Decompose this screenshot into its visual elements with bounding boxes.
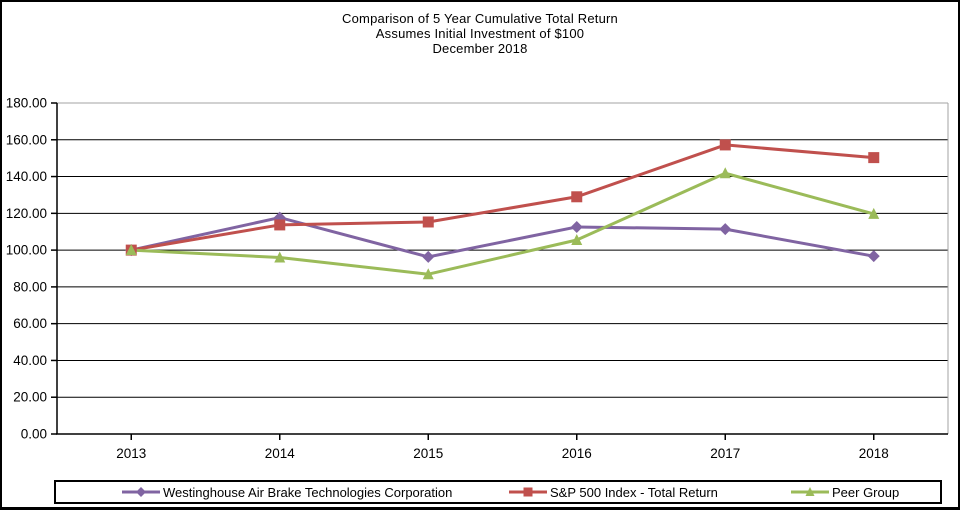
legend-label: Westinghouse Air Brake Technologies Corp… (163, 484, 453, 500)
title-line-1: Comparison of 5 Year Cumulative Total Re… (342, 11, 618, 26)
line-chart-plot: 0.00 20.00 40.00 60.00 80.00 100.00 120.00 140.… (6, 96, 949, 461)
chart-title: Comparison of 5 Year Cumulative Total Re… (2, 11, 958, 56)
legend-label: Peer Group (832, 484, 900, 500)
chart-legend: Westinghouse Air Brake Technologies Corp… (54, 480, 942, 504)
y-axis-tick-label: 120.00 (6, 206, 47, 221)
square-marker-icon-1 (274, 219, 286, 231)
diamond-marker-icon-0 (867, 250, 880, 263)
y-axis-tick-label: 100.00 (6, 243, 47, 258)
x-axis-tick-label: 2013 (116, 446, 146, 461)
x-axis-tick-label: 2017 (710, 446, 740, 461)
legend-entry-sp500: S&P 500 Index - Total Return (507, 482, 718, 502)
square-marker-icon-1 (719, 139, 731, 151)
y-axis-tick-label: 160.00 (6, 132, 47, 147)
triangle-marker-icon-2 (719, 167, 731, 179)
title-line-2: Assumes Initial Investment of $100 (375, 26, 585, 41)
square-marker-icon-1 (571, 191, 583, 203)
legend-label: S&P 500 Index - Total Return (550, 484, 718, 500)
legend-marker-triangle-icon (791, 487, 829, 496)
triangle-marker-icon-2 (868, 207, 880, 219)
legend-entry-westinghouse: Westinghouse Air Brake Technologies Corp… (120, 482, 452, 502)
triangle-marker-icon-legend (805, 487, 815, 496)
y-axis-tick-label: 140.00 (6, 169, 47, 184)
triangle-marker-icon-2 (274, 251, 286, 263)
y-axis-tick-label: 0.00 (21, 427, 47, 442)
square-marker-icon-1 (868, 152, 880, 164)
y-axis-tick-label: 20.00 (13, 390, 47, 405)
triangle-marker-icon-2 (571, 233, 583, 245)
y-axis-tick-label: 80.00 (13, 279, 47, 294)
title-line-3: December 2018 (432, 41, 528, 56)
y-axis-tick-label: 60.00 (13, 316, 47, 331)
x-axis-tick-label: 2016 (562, 446, 592, 461)
legend-marker-diamond-icon (122, 487, 160, 497)
series-line-2 (131, 171, 875, 276)
diamond-marker-icon-0 (422, 250, 435, 263)
x-axis-tick-label: 2014 (265, 446, 296, 461)
diamond-marker-icon-0 (570, 220, 583, 233)
triangle-marker-icon-2 (422, 268, 434, 280)
x-axis-tick-label: 2015 (413, 446, 443, 461)
square-marker-icon-1 (422, 216, 434, 228)
legend-marker-square-icon (509, 487, 547, 497)
y-axis-tick-label: 180.00 (6, 96, 47, 111)
x-axis-tick-label: 2018 (859, 446, 889, 461)
y-axis-tick-label: 40.00 (13, 353, 47, 368)
triangle-marker-icon-2 (125, 244, 137, 256)
diamond-marker-icon-legend (136, 487, 146, 497)
square-marker-icon-legend (523, 487, 533, 497)
series-line-1 (130, 143, 874, 252)
legend-entry-peer-group: Peer Group (789, 482, 899, 502)
diamond-marker-icon-0 (719, 223, 732, 236)
series-line-0 (130, 216, 875, 259)
